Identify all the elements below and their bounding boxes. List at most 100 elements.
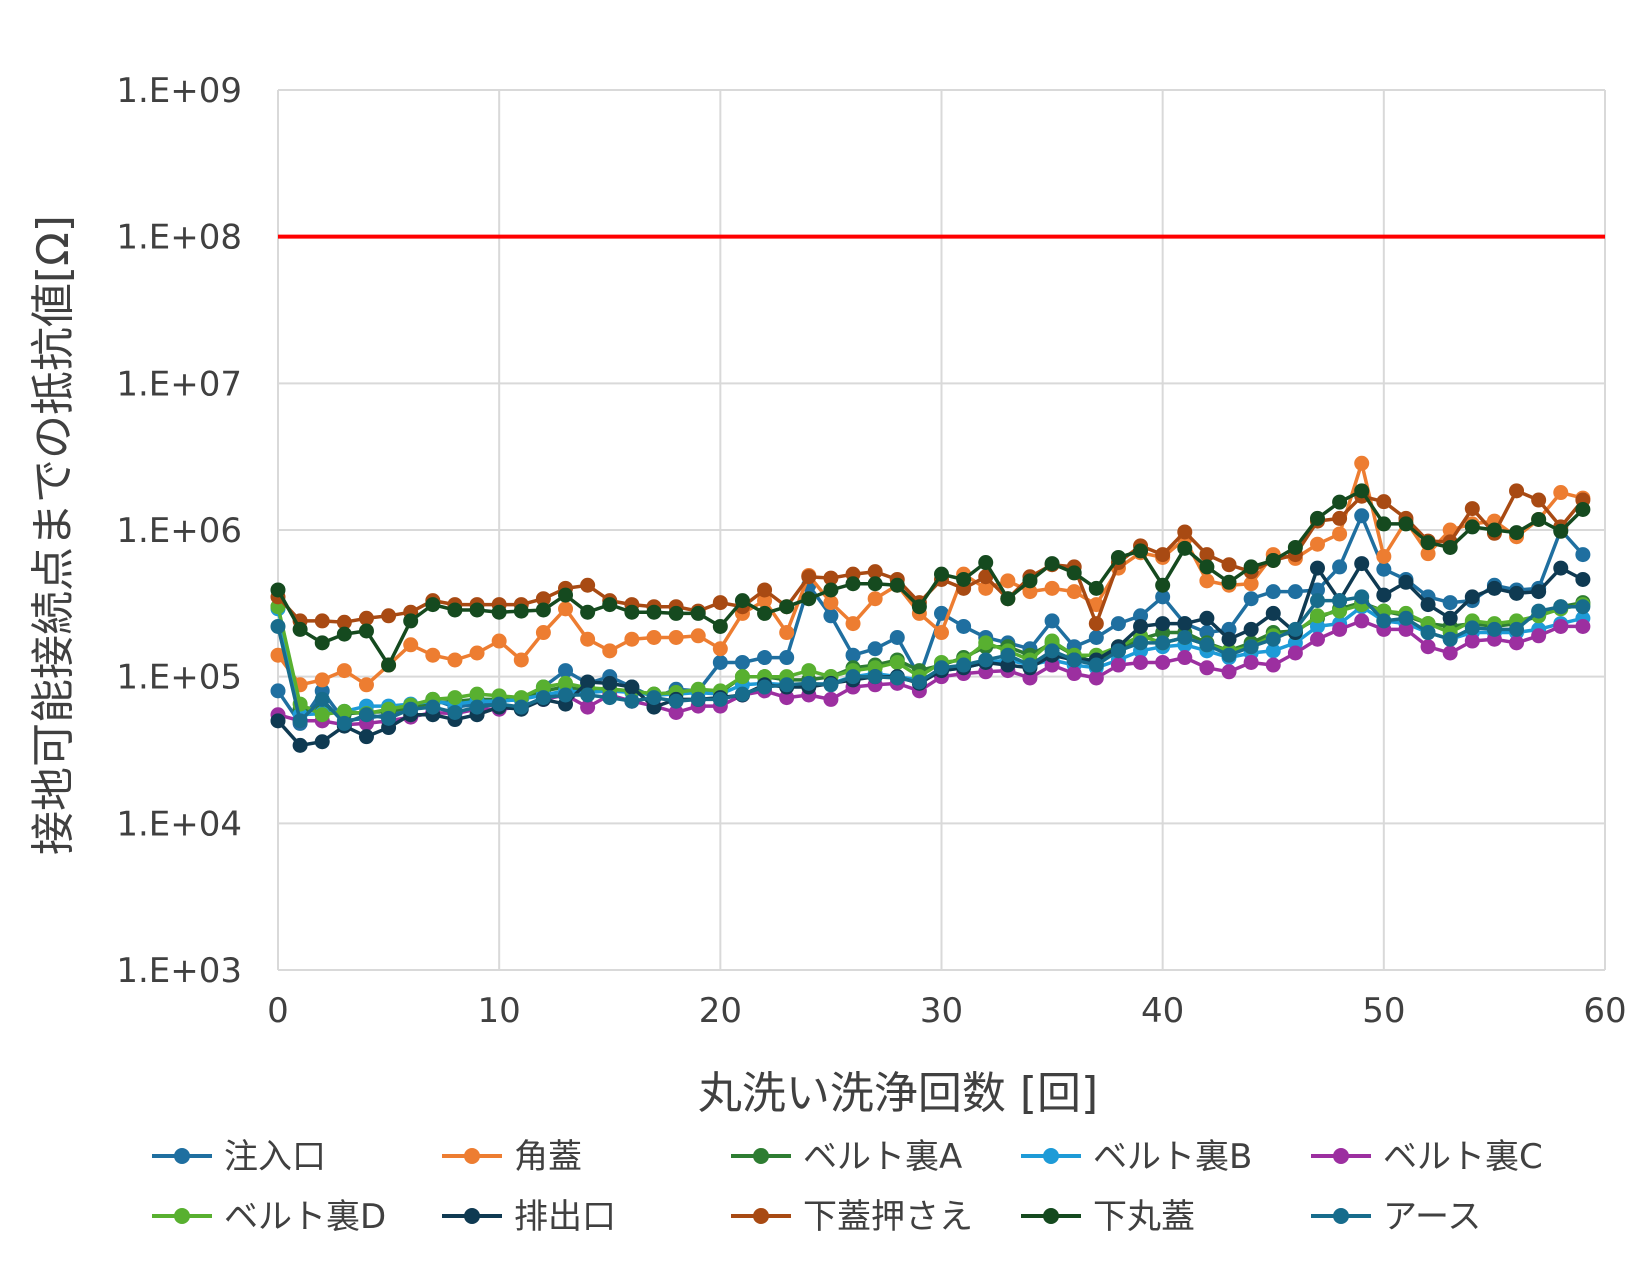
data-point [1265, 643, 1281, 659]
legend-swatch-marker [1333, 1208, 1349, 1224]
data-point [270, 582, 286, 598]
x-tick-label: 60 [1583, 991, 1626, 1031]
data-point [1110, 657, 1126, 673]
data-point [1354, 589, 1370, 605]
data-point [1376, 516, 1392, 532]
data-point [779, 650, 795, 666]
data-point [270, 683, 286, 699]
legend-label: 注入口 [224, 1137, 326, 1177]
data-point [535, 602, 551, 618]
data-point [1398, 574, 1414, 590]
data-point [1309, 510, 1325, 526]
y-tick-label: 1.E+06 [116, 511, 242, 551]
data-point [535, 679, 551, 695]
data-point [1243, 621, 1259, 637]
data-point [624, 604, 640, 620]
data-point [624, 693, 640, 709]
data-point [491, 633, 507, 649]
data-point [867, 576, 883, 592]
data-point [1177, 650, 1193, 666]
data-point [646, 690, 662, 706]
series-lines [270, 455, 1591, 753]
legend-swatch-marker [174, 1208, 190, 1224]
data-point [712, 654, 728, 670]
data-point [314, 734, 330, 750]
data-point [1420, 535, 1436, 551]
data-point [734, 669, 750, 685]
data-point [712, 595, 728, 611]
x-tick-label: 40 [1141, 991, 1184, 1031]
data-point [336, 703, 352, 719]
data-point [934, 625, 949, 641]
data-point [757, 605, 773, 621]
data-point [1553, 523, 1569, 539]
y-tick-label: 1.E+08 [116, 218, 242, 258]
data-point [845, 616, 861, 632]
data-point [381, 657, 397, 673]
legend-item: 排出口 [442, 1197, 616, 1237]
data-point [1442, 631, 1458, 647]
legend-label: ベルト裏B [1093, 1137, 1252, 1177]
data-point [447, 602, 463, 618]
data-point [1332, 603, 1348, 619]
data-point [1044, 580, 1060, 596]
legend-item: ベルト裏D [152, 1197, 386, 1237]
data-point [1155, 577, 1171, 593]
data-point [469, 686, 485, 702]
x-tick-label: 50 [1362, 991, 1405, 1031]
data-point [889, 629, 905, 645]
data-point [1066, 666, 1082, 682]
data-point [513, 652, 529, 668]
data-point [1509, 621, 1525, 637]
data-point [1155, 654, 1171, 670]
data-point [934, 566, 949, 582]
data-point [1133, 654, 1149, 670]
data-point [270, 713, 286, 729]
data-point [1199, 610, 1215, 626]
data-point [1398, 621, 1414, 637]
data-point [690, 691, 706, 707]
data-point [1199, 660, 1215, 676]
data-point [1354, 556, 1370, 572]
data-point [358, 677, 374, 693]
data-point [1000, 573, 1016, 589]
data-point [757, 582, 773, 598]
data-point [1287, 539, 1303, 555]
data-point [1044, 613, 1060, 629]
data-point [1177, 524, 1193, 540]
data-point [1177, 616, 1193, 632]
y-tick-labels: 1.E+03 1.E+04 1.E+05 1.E+06 1.E+07 1.E+08 1.E+… [116, 71, 242, 991]
data-point [1332, 559, 1348, 575]
data-point [1309, 560, 1325, 576]
data-point [1354, 483, 1370, 499]
y-tick-label: 1.E+03 [116, 951, 242, 991]
data-point [1575, 571, 1591, 587]
data-point [1243, 654, 1259, 670]
data-point [602, 597, 618, 613]
data-point [314, 613, 330, 629]
data-point [358, 623, 374, 639]
data-point [535, 690, 551, 706]
data-point [1332, 593, 1348, 609]
data-point [845, 647, 861, 663]
data-point [690, 628, 706, 644]
data-point [1464, 501, 1480, 517]
legend-label: 下丸蓋 [1093, 1197, 1195, 1237]
data-point [1309, 536, 1325, 552]
data-point [1442, 610, 1458, 626]
legend-item: ベルト裏A [731, 1137, 962, 1177]
data-point [867, 669, 883, 685]
data-point [624, 679, 640, 695]
data-point [757, 679, 773, 695]
data-point [1464, 589, 1480, 605]
data-point [1287, 584, 1303, 600]
data-point [1066, 652, 1082, 668]
data-point [1486, 522, 1502, 538]
data-point [1398, 610, 1414, 626]
data-point [1000, 591, 1016, 607]
data-point [1044, 643, 1060, 659]
data-point [823, 582, 839, 598]
legend-label: 排出口 [514, 1197, 616, 1237]
data-point [668, 629, 684, 645]
data-point [580, 604, 596, 620]
